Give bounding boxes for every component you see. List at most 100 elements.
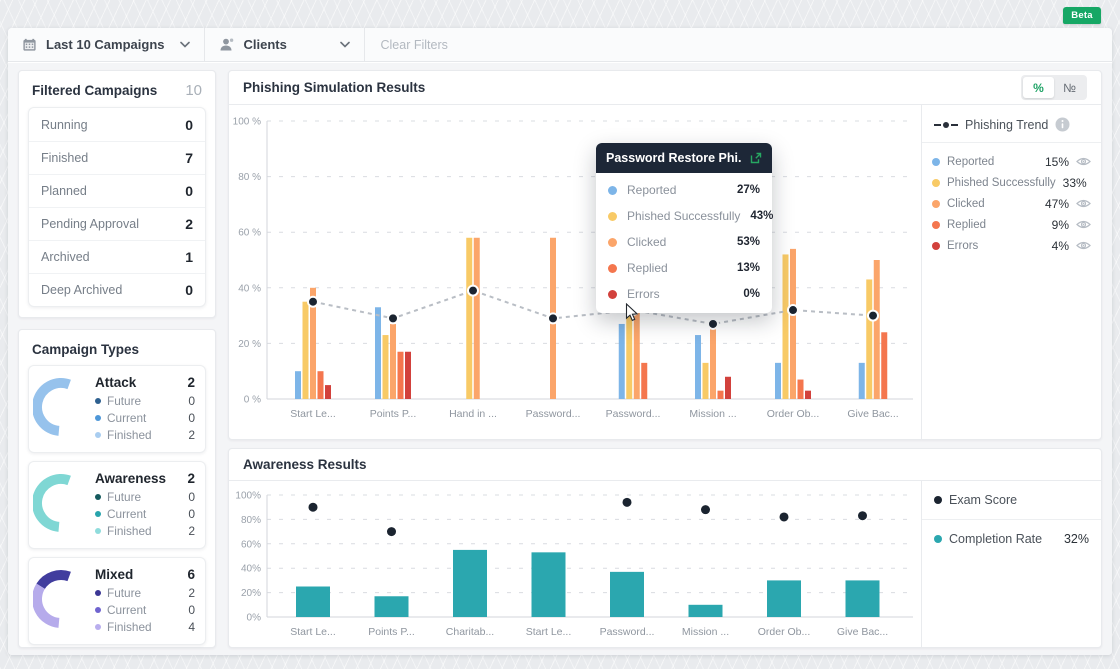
row-value: 0 — [185, 282, 193, 298]
filtered-campaigns-total: 10 — [185, 82, 202, 99]
legend-label: Reported — [947, 155, 995, 168]
svg-text:Give Bac...: Give Bac... — [847, 408, 898, 420]
series-dot — [932, 157, 940, 166]
status-dot — [95, 397, 101, 404]
svg-text:Order Ob...: Order Ob... — [767, 408, 820, 420]
legend-value: 4% — [1051, 238, 1069, 253]
tooltip-value: 13% — [736, 262, 760, 274]
clear-filters-button[interactable]: Clear Filters — [380, 37, 448, 52]
row-value: 1 — [185, 249, 193, 265]
campaign-type-row: Future 2 — [95, 584, 195, 601]
external-link-icon[interactable] — [750, 152, 762, 164]
clients-icon — [220, 38, 233, 51]
row-value: 0 — [188, 602, 195, 617]
campaign-type-donut — [32, 468, 95, 543]
svg-text:Mission ...: Mission ... — [689, 408, 736, 420]
clients-filter-dropdown[interactable]: Clients — [205, 28, 365, 61]
chevron-down-icon — [179, 41, 190, 48]
row-value: 2 — [188, 585, 195, 600]
campaign-types-panel: Campaign Types Attack 2 Future 0 Current 0 Fin… — [18, 329, 216, 648]
row-label: Planned — [41, 184, 87, 198]
svg-text:40 %: 40 % — [238, 283, 261, 294]
legend-item[interactable]: Reported 15% — [932, 151, 1091, 172]
filtered-campaigns-row[interactable]: Pending Approval 2 — [29, 207, 205, 240]
tooltip-value: 53% — [736, 236, 760, 248]
phishing-trend-legend-item[interactable]: Phishing Trend — [922, 105, 1101, 143]
legend-label: Errors — [947, 239, 979, 252]
phishing-legend: Phishing Trend Reported 15% Phished Succes… — [921, 105, 1101, 439]
svg-text:Password...: Password... — [526, 408, 581, 420]
filtered-campaigns-row[interactable]: Finished 7 — [29, 141, 205, 174]
status-dot — [95, 510, 101, 517]
row-value: 0 — [185, 116, 193, 133]
svg-text:20 %: 20 % — [238, 339, 261, 350]
row-label: Running — [41, 117, 88, 132]
exam-score-label: Exam Score — [949, 493, 1018, 507]
svg-text:0%: 0% — [247, 613, 262, 624]
row-label: Finished — [107, 619, 152, 634]
campaign-types-list: Attack 2 Future 0 Current 0 Finished 2 Awareness… — [19, 365, 215, 645]
legend-label: Clicked — [947, 197, 985, 210]
legend-item[interactable]: Errors 4% — [932, 235, 1091, 256]
completion-rate-legend-item[interactable]: Completion Rate 32% — [922, 520, 1101, 558]
legend-label: Phished Successfully — [947, 176, 1056, 189]
legend-value: 33% — [1062, 175, 1087, 190]
eye-icon[interactable] — [1076, 198, 1091, 209]
tooltip-label: Reported — [627, 183, 677, 197]
svg-text:0 %: 0 % — [244, 395, 261, 406]
campaign-type-donut — [32, 372, 95, 447]
tooltip-value: 27% — [736, 184, 760, 196]
eye-icon[interactable] — [1076, 219, 1091, 230]
tooltip-label: Phished Successfully — [627, 209, 741, 223]
number-toggle-button[interactable]: № — [1063, 80, 1076, 95]
campaign-type-row: Current 0 — [95, 505, 195, 522]
legend-item[interactable]: Phished Successfully 33% — [932, 172, 1091, 193]
legend-item[interactable]: Clicked 47% — [932, 193, 1091, 214]
chart-tooltip: Password Restore Phi... Reported 27% Phish… — [596, 143, 773, 313]
percent-toggle-button[interactable]: % — [1023, 77, 1054, 98]
row-value: 7 — [185, 150, 193, 166]
chevron-down-icon — [339, 41, 350, 48]
filtered-campaigns-panel: Filtered Campaigns 10 Running 0 Finished 7 P… — [18, 70, 216, 318]
legend-item[interactable]: Replied 9% — [932, 214, 1091, 235]
series-dot — [608, 237, 617, 247]
awareness-chart: 0% 20% 40% 60% 80% 100% Start Le... Points P...… — [229, 481, 921, 647]
row-value: 0 — [188, 489, 195, 504]
svg-text:Start Le...: Start Le... — [526, 626, 572, 638]
filtered-campaigns-row[interactable]: Running 0 — [29, 108, 205, 141]
phishing-panel-title: Phishing Simulation Results — [243, 80, 426, 95]
campaigns-filter-dropdown[interactable]: Last 10 Campaigns — [8, 28, 205, 61]
series-dot — [932, 241, 940, 250]
info-icon[interactable] — [1055, 117, 1070, 132]
svg-text:Give Bac...: Give Bac... — [837, 626, 888, 638]
unit-toggle: % № — [1021, 75, 1087, 100]
svg-text:Hand in ...: Hand in ... — [449, 408, 497, 420]
filtered-campaigns-row[interactable]: Deep Archived 0 — [29, 273, 205, 306]
row-value: 0 — [188, 506, 195, 521]
eye-icon[interactable] — [1076, 156, 1091, 167]
exam-score-legend-item[interactable]: Exam Score — [922, 481, 1101, 520]
status-dot — [95, 414, 101, 421]
tooltip-title: Password Restore Phi... — [606, 151, 742, 165]
campaign-type-body: Mixed 6 Future 2 Current 0 Finished 4 — [95, 567, 195, 635]
campaign-type-head: Awareness 2 — [95, 471, 195, 486]
row-label: Future — [107, 585, 142, 600]
awareness-results-svg: 0% 20% 40% 60% 80% 100% Start Le... Points P...… — [235, 491, 913, 638]
svg-text:Order Ob...: Order Ob... — [758, 626, 811, 638]
campaign-type-body: Awareness 2 Future 0 Current 0 Finished 2 — [95, 471, 195, 539]
svg-text:60 %: 60 % — [238, 228, 261, 239]
legend-value: 15% — [1044, 154, 1069, 169]
filtered-campaigns-row[interactable]: Archived 1 — [29, 240, 205, 273]
svg-text:100 %: 100 % — [233, 117, 261, 128]
eye-icon[interactable] — [1076, 240, 1091, 251]
dashboard-card: Last 10 Campaigns Clients Clear Filters … — [8, 28, 1112, 655]
mouse-cursor — [625, 303, 639, 322]
svg-text:Mission ...: Mission ... — [682, 626, 729, 638]
campaign-type-card: Mixed 6 Future 2 Current 0 Finished 4 — [28, 557, 206, 645]
awareness-panel-title: Awareness Results — [243, 457, 367, 472]
campaign-type-donut — [32, 564, 95, 639]
row-value: 0 — [188, 410, 195, 425]
campaign-type-head: Mixed 6 — [95, 567, 195, 582]
filtered-campaigns-row[interactable]: Planned 0 — [29, 174, 205, 207]
row-value: 2 — [185, 216, 193, 232]
